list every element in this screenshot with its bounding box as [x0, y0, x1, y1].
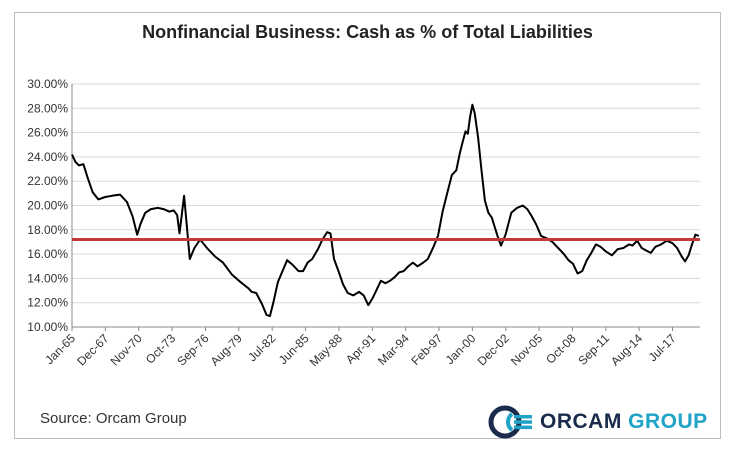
x-tick-label: Nov-70 [108, 331, 145, 368]
logo-word-group: GROUP [628, 410, 708, 433]
x-tick-label: Dec-02 [475, 331, 512, 368]
x-tick-label: Mar-94 [375, 331, 412, 368]
y-tick-label: 10.00% [27, 320, 68, 334]
y-tick-label: 26.00% [27, 126, 68, 140]
x-tick-label: Sep-11 [575, 331, 612, 368]
x-tick-label: Aug-79 [208, 331, 245, 368]
x-tick-label: Oct-08 [543, 331, 579, 367]
x-tick-label: Jan-00 [443, 331, 479, 367]
y-tick-label: 14.00% [27, 271, 68, 285]
y-tick-label: 30.00% [27, 77, 68, 91]
y-tick-label: 22.00% [27, 174, 68, 188]
x-tick-label: May-88 [307, 331, 345, 369]
x-tick-label: Oct-73 [143, 331, 179, 367]
y-tick-label: 24.00% [27, 150, 68, 164]
axis-layer [71, 84, 700, 331]
x-tick-label: Nov-05 [508, 331, 545, 368]
x-tick-label: Feb-97 [408, 331, 445, 368]
logo-text: ORCAM GROUP [540, 410, 708, 434]
logo-word-orcam: ORCAM [540, 410, 622, 433]
chart-frame [14, 12, 721, 439]
tick-label-layer: 10.00% 12.00% 14.00% 16.00% 18.00% 20.00% 22.0… [27, 77, 679, 369]
y-tick-label: 20.00% [27, 199, 68, 213]
x-tick-label: Aug-14 [608, 331, 645, 368]
orcam-logo-icon [488, 405, 532, 439]
orcam-logo: ORCAM GROUP [488, 403, 708, 441]
source-note: Source: Orcam Group [40, 410, 187, 427]
x-tick-label: Jun-85 [276, 331, 312, 367]
x-tick-label: Dec-67 [74, 331, 111, 368]
chart-title: Nonfinancial Business: Cash as % of Tota… [142, 22, 593, 42]
series-line [71, 103, 700, 318]
x-tick-label: Apr-91 [343, 331, 379, 367]
x-tick-label: Sep-76 [174, 331, 211, 368]
y-tick-label: 18.00% [27, 223, 68, 237]
x-tick-label: Jul-82 [245, 331, 278, 364]
y-tick-label: 12.00% [27, 296, 68, 310]
x-tick-label: Jul-17 [646, 331, 679, 364]
grid-layer [72, 83, 700, 328]
x-tick-label: Jan-65 [42, 331, 78, 367]
y-tick-label: 28.00% [27, 101, 68, 115]
series-layer [71, 103, 700, 318]
y-tick-label: 16.00% [27, 247, 68, 261]
